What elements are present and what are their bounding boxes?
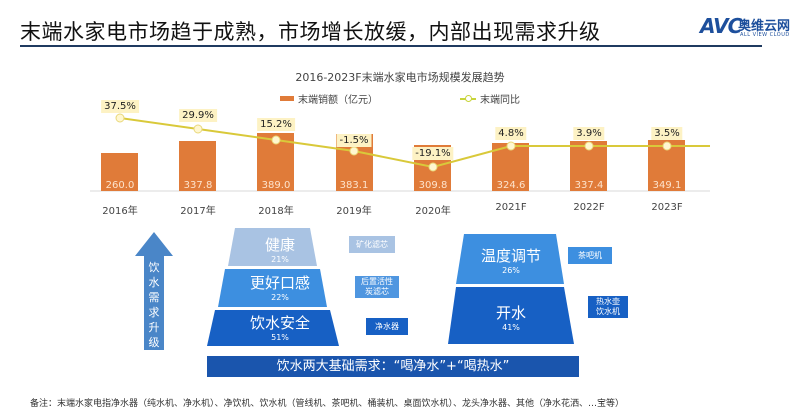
x-tick: 2020年 <box>415 206 451 217</box>
pyramid-tier-temperature <box>456 234 564 284</box>
up-arrow-icon <box>135 232 173 350</box>
yoy-label: 4.8% <box>495 127 527 140</box>
bar-2021F <box>492 143 529 191</box>
bar-line-chart: 37.5% 29.9% 15.2% -1.5% -19.1% 4.8% 3.9%… <box>90 100 710 217</box>
legend-line-label: 末端同比 <box>480 95 520 106</box>
tier-label: 更好口感 <box>249 274 310 292</box>
tier-pct: 51% <box>271 333 289 342</box>
tag-mineral-filter: 矿化滤芯 <box>349 236 395 253</box>
yoy-label: 29.9% <box>179 109 217 122</box>
yoy-point <box>662 141 672 151</box>
yoy-point <box>506 141 516 151</box>
yoy-label: 3.9% <box>573 127 605 140</box>
x-tick: 2018年 <box>258 206 294 217</box>
pyramid-left <box>207 228 339 346</box>
bar-value: 337.4 <box>574 180 604 191</box>
yoy-point <box>193 124 203 134</box>
tag-water-purifier: 净水器 <box>366 318 408 335</box>
tier-taste: 更好口感 22% <box>235 272 325 302</box>
tag-line: 后置活性 <box>361 277 393 286</box>
bar-value: 337.8 <box>183 180 213 191</box>
pyramid-tier-boiling <box>448 287 574 344</box>
logo-name-en: ALL VIEW CLOUD <box>740 32 790 38</box>
yoy-point <box>115 113 125 123</box>
legend-bar-label: 末端销额（亿元） <box>298 95 378 106</box>
bar-value: 260.0 <box>105 180 135 191</box>
tier-pct: 41% <box>502 323 520 332</box>
x-tick: 2021F <box>495 202 527 213</box>
yoy-label: -19.1% <box>412 147 454 160</box>
tier-safety: 饮水安全 51% <box>235 312 325 342</box>
arrow-label: 饮水需求升级 <box>148 261 160 349</box>
x-tick: 2023F <box>651 202 683 213</box>
chart-plot <box>90 113 710 192</box>
legend-bar-swatch <box>280 96 294 101</box>
tier-boiling: 开水 41% <box>466 302 556 332</box>
bar-value: 309.8 <box>418 180 448 191</box>
x-tick: 2016年 <box>102 206 138 217</box>
pyramid-right <box>448 234 574 344</box>
yoy-label: 15.2% <box>257 118 295 131</box>
bar-value: 389.0 <box>261 180 291 191</box>
chart-title: 2016-2023F末端水家电市场规模发展趋势 <box>295 71 505 84</box>
yoy-point <box>428 162 438 172</box>
pyramid-tier-taste <box>218 269 327 307</box>
tier-label: 开水 <box>495 304 526 322</box>
basic-needs-banner: 饮水两大基础需求：“喝净水”+“喝热水” <box>207 356 579 377</box>
yoy-point <box>271 135 281 145</box>
tier-pct: 26% <box>502 266 520 275</box>
tag-line: 饮水机 <box>596 307 620 316</box>
tag-kettle-dispenser: 热水壶 饮水机 <box>588 296 628 318</box>
x-tick: 2022F <box>573 202 605 213</box>
x-tick: 2017年 <box>180 206 216 217</box>
avc-logo: AVC 奥维云网 ALL VIEW CLOUD <box>700 12 792 42</box>
logo-name-cn: 奥维云网 <box>738 19 791 34</box>
tier-pct: 21% <box>271 255 289 264</box>
x-tick: 2019年 <box>336 206 372 217</box>
footnote: 备注：末端水家电指净水器（纯水机、净水机）、净饮机、饮水机（管线机、茶吧机、桶装… <box>30 399 625 409</box>
tier-label: 健康 <box>264 236 295 254</box>
bar-2016 <box>101 153 138 191</box>
tag-tea-bar: 茶吧机 <box>568 247 612 264</box>
logo-mark: AVC <box>700 14 742 38</box>
bar-2017 <box>179 141 216 191</box>
demand-upgrade-arrow: 饮水需求升级 <box>135 232 173 350</box>
tier-temperature: 温度调节 26% <box>466 245 556 275</box>
tag-carbon-filter: 后置活性 炭滤芯 <box>355 276 399 298</box>
yoy-label: 3.5% <box>651 127 683 140</box>
tier-label: 饮水安全 <box>249 314 310 332</box>
yoy-point <box>349 146 359 156</box>
tag-line: 炭滤芯 <box>365 287 389 296</box>
yoy-label: -1.5% <box>336 134 372 147</box>
tier-health: 健康 21% <box>245 234 315 264</box>
tier-label: 温度调节 <box>480 247 541 265</box>
legend-line-swatch <box>460 94 476 102</box>
bar-value: 324.6 <box>496 180 526 191</box>
legend-bar: 末端销额（亿元） <box>280 91 378 106</box>
page-title: 末端水家电市场趋于成熟，市场增长放缓，内部出现需求升级 <box>20 20 601 44</box>
pyramid-tier-health <box>228 228 317 266</box>
legend-line: 末端同比 <box>460 91 520 106</box>
tier-pct: 22% <box>271 293 289 302</box>
tag-line: 热水壶 <box>596 297 620 306</box>
bar-value: 349.1 <box>652 180 682 191</box>
bar-value: 383.1 <box>339 180 369 191</box>
title-divider <box>20 45 762 47</box>
yoy-label: 37.5% <box>101 100 139 113</box>
yoy-point <box>584 141 594 151</box>
pyramid-tier-safety <box>207 310 339 346</box>
